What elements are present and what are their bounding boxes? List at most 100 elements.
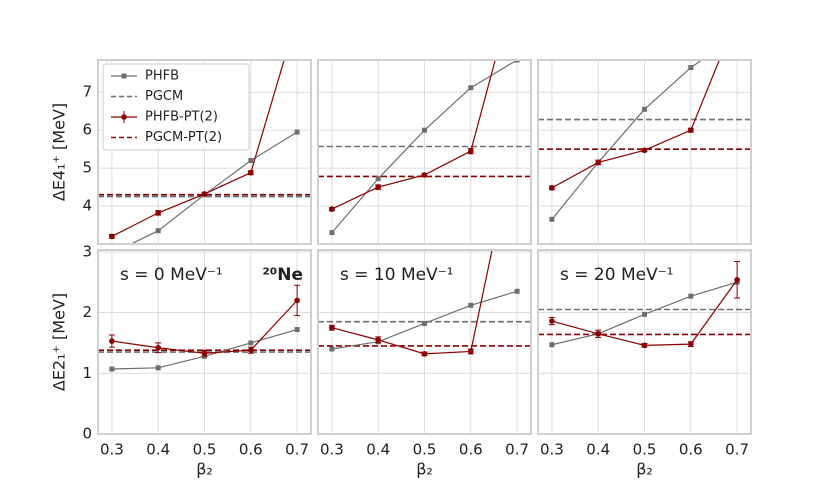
frame: [537, 59, 752, 245]
y-tick-label: 1: [82, 364, 92, 382]
point: [514, 288, 520, 294]
x-tick-label: 0.3: [540, 441, 564, 459]
point: [641, 342, 648, 349]
frame: [317, 249, 532, 435]
x-tick-label: 0.3: [100, 441, 124, 459]
y-tick-label: 0: [82, 425, 92, 443]
panel: [98, 250, 311, 434]
point: [595, 159, 601, 166]
legend-label: PHFB-PT(2): [145, 110, 218, 125]
point: [248, 340, 254, 346]
annotation: s = 10 MeV⁻¹: [340, 265, 454, 285]
point: [109, 366, 115, 372]
point: [248, 347, 254, 353]
point: [329, 230, 335, 236]
panel: [538, 250, 751, 434]
point: [549, 342, 555, 348]
point: [201, 350, 208, 357]
x-tick-label: 0.4: [586, 441, 610, 459]
point: [688, 127, 694, 133]
point: [641, 147, 648, 154]
y-tick-label: 3: [82, 242, 92, 260]
panel: [318, 250, 531, 434]
panel: [538, 13, 751, 244]
error-bar: [734, 13, 740, 21]
frame: [317, 59, 532, 245]
point: [549, 185, 555, 191]
x-axis-label: β₂: [636, 460, 653, 479]
point: [514, 60, 520, 63]
annotation: s = 20 MeV⁻¹: [560, 265, 674, 285]
point: [329, 324, 335, 331]
point: [422, 127, 427, 133]
x-tick-label: 0.7: [285, 441, 309, 459]
point: [688, 293, 694, 299]
annotation: s = 0 MeV⁻¹: [120, 265, 223, 285]
frame: [97, 249, 312, 435]
x-axis-label: β₂: [196, 460, 213, 479]
y-tick-label: 4: [82, 197, 92, 215]
legend-label: PGCM-PT(2): [145, 130, 222, 145]
x-tick-label: 0.5: [193, 441, 217, 459]
panel: [318, 60, 531, 244]
point: [155, 344, 161, 351]
y-tick-label: 2: [82, 303, 92, 321]
point: [595, 331, 601, 337]
legend-label: PHFB: [145, 69, 179, 84]
x-axis-label: β₂: [416, 460, 433, 479]
legend-marker: [121, 73, 127, 79]
point: [294, 297, 300, 304]
x-tick-label: 0.7: [725, 441, 749, 459]
point: [468, 148, 474, 154]
error-bar: [294, 13, 300, 21]
point: [201, 191, 208, 197]
x-tick-label: 0.4: [366, 441, 390, 459]
point: [329, 206, 335, 212]
point: [468, 85, 474, 91]
point: [248, 158, 254, 164]
legend-label: PGCM: [145, 89, 183, 104]
point: [248, 169, 254, 176]
y-tick-label: 5: [82, 159, 92, 177]
point: [549, 318, 555, 324]
point: [375, 337, 381, 343]
point: [735, 33, 740, 38]
point: [734, 14, 740, 20]
point: [329, 346, 335, 352]
point: [468, 302, 474, 308]
point: [421, 172, 428, 178]
frame: [97, 59, 312, 245]
point: [468, 348, 474, 355]
y-tick-label: 6: [82, 121, 92, 139]
point: [155, 228, 161, 234]
x-tick-label: 0.3: [320, 441, 344, 459]
x-tick-label: 0.6: [679, 441, 703, 459]
point: [155, 210, 161, 216]
point: [734, 276, 740, 283]
x-tick-label: 0.4: [146, 441, 170, 459]
point: [109, 338, 115, 344]
x-tick-label: 0.5: [413, 441, 437, 459]
point: [109, 233, 115, 240]
point: [421, 351, 428, 357]
point: [294, 129, 300, 135]
point: [642, 106, 647, 112]
x-tick-label: 0.6: [239, 441, 263, 459]
frame: [537, 249, 752, 435]
x-tick-label: 0.6: [459, 441, 483, 459]
y-axis-label: ΔE2₁⁺ [MeV]: [50, 293, 69, 391]
point: [375, 176, 381, 182]
annotation: ²⁰Ne: [262, 265, 303, 285]
point: [155, 365, 161, 371]
x-tick-label: 0.7: [505, 441, 529, 459]
point: [375, 184, 381, 190]
point: [294, 14, 300, 20]
x-tick-label: 0.5: [633, 441, 657, 459]
point: [549, 216, 555, 222]
point: [688, 65, 694, 71]
y-tick-label: 7: [82, 83, 92, 101]
y-axis-label: ΔE4₁⁺ [MeV]: [50, 103, 69, 201]
point: [688, 341, 694, 347]
point: [422, 320, 427, 326]
